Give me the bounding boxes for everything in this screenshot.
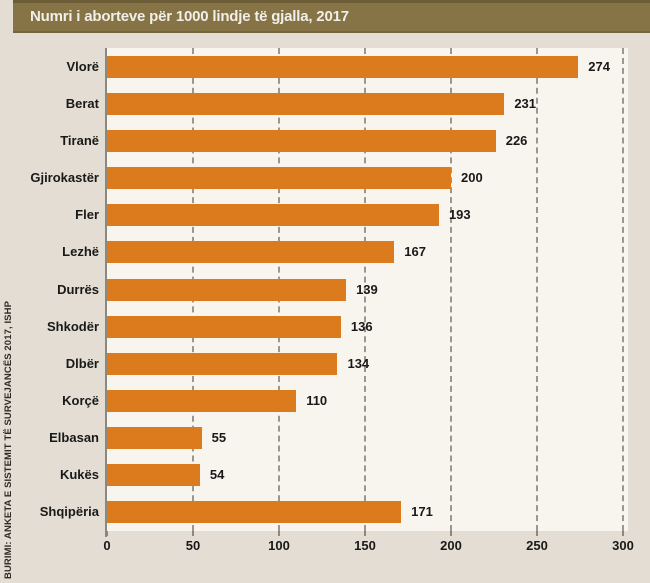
category-label: Fler bbox=[75, 207, 99, 223]
value-label: 226 bbox=[505, 132, 528, 148]
bar-7 bbox=[107, 315, 341, 338]
value-label: 200 bbox=[461, 170, 483, 186]
bar-12 bbox=[107, 501, 402, 524]
x-tick-mark-0 bbox=[106, 531, 108, 536]
category-label: Vlorë bbox=[66, 58, 99, 74]
x-axis-tick-label: 50 bbox=[185, 538, 201, 553]
x-axis-tick-label: 0 bbox=[103, 538, 111, 553]
bar-10 bbox=[107, 427, 202, 450]
x-tick-mark-50 bbox=[192, 531, 194, 536]
x-axis-tick-label: 200 bbox=[440, 538, 462, 553]
x-tick-mark-100 bbox=[278, 531, 280, 536]
bar-11 bbox=[107, 464, 200, 487]
category-label: Elbasan bbox=[49, 430, 99, 446]
category-label: Durrës bbox=[57, 281, 99, 297]
gridline-200 bbox=[450, 48, 452, 531]
x-tick-mark-150 bbox=[364, 531, 366, 536]
x-tick-mark-250 bbox=[536, 531, 538, 536]
value-label: 193 bbox=[448, 207, 471, 223]
value-label: 110 bbox=[306, 392, 328, 408]
category-label: Shkodër bbox=[46, 318, 99, 334]
value-label: 167 bbox=[404, 244, 426, 260]
chart-title-bar: Numri i aborteve për 1000 lindje të gjal… bbox=[13, 0, 650, 33]
value-label: 134 bbox=[347, 355, 370, 371]
category-label: Lezhë bbox=[62, 244, 99, 260]
value-label: 55 bbox=[211, 430, 227, 446]
gridline-300 bbox=[622, 48, 624, 531]
value-label: 274 bbox=[588, 58, 610, 74]
category-label: Kukës bbox=[59, 467, 99, 483]
chart-title: Numri i aborteve për 1000 lindje të gjal… bbox=[30, 8, 349, 25]
x-axis-tick-label: 300 bbox=[612, 538, 634, 553]
y-axis-line bbox=[105, 48, 107, 537]
bar-6 bbox=[107, 278, 347, 301]
value-label: 231 bbox=[514, 95, 537, 111]
value-label: 171 bbox=[411, 504, 433, 520]
category-label: Gjirokastër bbox=[30, 170, 99, 186]
x-axis-tick-label: 250 bbox=[526, 538, 548, 553]
bar-3 bbox=[107, 167, 451, 190]
value-label: 54 bbox=[209, 467, 225, 483]
category-label: Shqipëria bbox=[39, 504, 99, 520]
category-label: Tiranë bbox=[60, 132, 99, 148]
category-label: Dlbër bbox=[65, 355, 99, 371]
gridline-250 bbox=[536, 48, 538, 531]
category-label: Berat bbox=[65, 95, 99, 111]
x-tick-mark-300 bbox=[622, 531, 624, 536]
bar-2 bbox=[107, 129, 496, 152]
bar-1 bbox=[107, 92, 505, 115]
bar-4 bbox=[107, 204, 439, 227]
x-axis-tick-label: 100 bbox=[268, 538, 290, 553]
x-axis-tick-label: 150 bbox=[354, 538, 376, 553]
gridline-150 bbox=[364, 48, 366, 531]
value-label: 139 bbox=[356, 281, 378, 297]
bar-8 bbox=[107, 352, 338, 375]
value-label: 136 bbox=[350, 318, 373, 334]
x-tick-mark-200 bbox=[450, 531, 452, 536]
bar-5 bbox=[107, 241, 395, 264]
bar-0 bbox=[107, 55, 579, 78]
category-label: Korçë bbox=[62, 392, 99, 408]
bar-9 bbox=[107, 389, 297, 412]
